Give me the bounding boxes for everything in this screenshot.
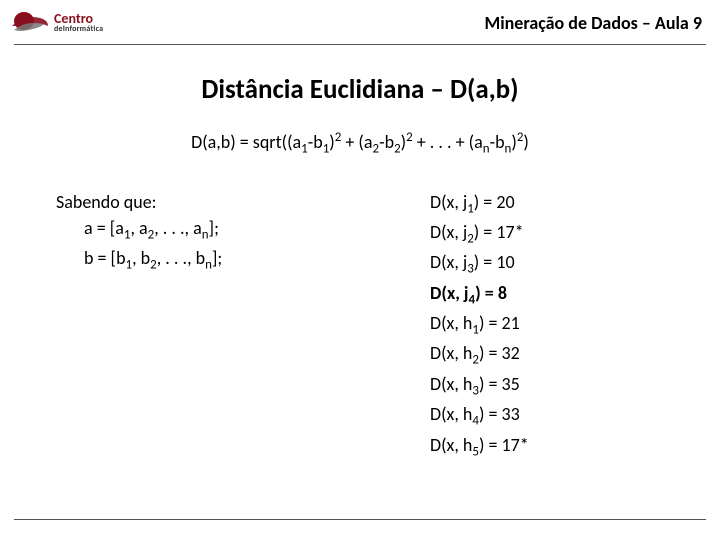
- distance-sub: 2: [467, 232, 474, 247]
- distance-pre: D(x, j: [430, 251, 467, 273]
- distance-sub: 3: [467, 262, 474, 277]
- formula-sub: n: [483, 142, 490, 157]
- distance-post: ) = 8: [475, 282, 507, 304]
- seg: , . . ., a: [154, 217, 202, 239]
- distance-post: ) = 17*: [474, 221, 524, 243]
- seg: , . . ., b: [157, 247, 205, 269]
- distance-row: D(x, h5) = 17*: [430, 432, 660, 462]
- formula-seg: + . . . + (a: [413, 131, 483, 153]
- distance-pre: D(x, j: [430, 221, 467, 243]
- seg: , b: [132, 247, 150, 269]
- distance-row: D(x, j4) = 8: [430, 280, 660, 310]
- distance-post: ) = 35: [479, 373, 520, 395]
- distances-list: D(x, j1) = 20D(x, j2) = 17*D(x, j3) = 10…: [430, 189, 660, 462]
- vector-b-def: b = [b1, b2, . . ., bn];: [56, 245, 390, 275]
- course-title: Mineração de Dados – Aula 9: [484, 12, 702, 34]
- logo: Centro deInformática: [10, 8, 103, 38]
- logo-name-mid: deInformática: [54, 26, 103, 33]
- bottom-divider: [14, 519, 706, 520]
- seg: a = [a: [84, 217, 124, 239]
- seg: ];: [212, 247, 222, 269]
- formula-sub: 1: [301, 142, 308, 157]
- distance-post: ) = 21: [479, 312, 520, 334]
- distance-pre: D(x, h: [430, 373, 472, 395]
- definitions-heading: Sabendo que:: [56, 189, 390, 215]
- seg: b = [b: [84, 247, 126, 269]
- distance-pre: D(x, h: [430, 403, 472, 425]
- distance-post: ) = 20: [474, 191, 515, 213]
- sub: n: [205, 258, 212, 273]
- distance-row: D(x, h1) = 21: [430, 310, 660, 340]
- seg: , a: [130, 217, 147, 239]
- globe-swoosh-icon: [10, 8, 50, 38]
- distance-sub: 2: [472, 353, 479, 368]
- euclidean-formula: D(a,b) = sqrt((a1-b1)2 + (a2-b2)2 + . . …: [0, 130, 720, 157]
- distance-sub: 1: [472, 323, 479, 338]
- distance-row: D(x, h2) = 32: [430, 340, 660, 370]
- slide-title: Distância Euclidiana – D(a,b): [0, 73, 720, 106]
- distance-row: D(x, h4) = 33: [430, 401, 660, 431]
- distance-row: D(x, j1) = 20: [430, 189, 660, 219]
- top-divider: [14, 44, 706, 45]
- distance-pre: D(x, h: [430, 434, 472, 456]
- distance-pre: D(x, h: [430, 342, 472, 364]
- formula-seg: D(a,b) = sqrt((a: [191, 131, 301, 153]
- slide-header: Centro deInformática Mineração de Dados …: [0, 0, 720, 44]
- distance-sub: 5: [472, 444, 479, 459]
- formula-sub: 2: [394, 142, 401, 157]
- formula-text: D(a,b) = sqrt((a1-b1)2 + (a2-b2)2 + . . …: [191, 131, 529, 153]
- distance-pre: D(x, h: [430, 312, 472, 334]
- distance-sub: 1: [467, 201, 474, 216]
- sub: 2: [150, 258, 157, 273]
- distance-sub: 3: [472, 383, 479, 398]
- content-columns: Sabendo que: a = [a1, a2, . . ., an]; b …: [0, 189, 720, 462]
- distance-post: ) = 32: [479, 342, 520, 364]
- distance-post: ) = 33: [479, 403, 520, 425]
- distance-post: ) = 10: [474, 251, 515, 273]
- seg: ];: [209, 217, 219, 239]
- formula-seg: -b: [379, 131, 394, 153]
- distance-pre: D(x, j: [430, 282, 469, 304]
- distance-row: D(x, h3) = 35: [430, 371, 660, 401]
- vector-a-def: a = [a1, a2, . . ., an];: [56, 215, 390, 245]
- formula-seg: + (a: [341, 131, 372, 153]
- formula-sup: 2: [406, 130, 413, 145]
- formula-seg: ): [523, 131, 528, 153]
- distance-post: ) = 17*: [479, 434, 529, 456]
- logo-text: Centro deInformática: [54, 13, 103, 33]
- distance-sub: 4: [472, 414, 479, 429]
- formula-seg: -b: [490, 131, 505, 153]
- sub: n: [202, 227, 209, 242]
- distance-row: D(x, j2) = 17*: [430, 219, 660, 249]
- distance-row: D(x, j3) = 10: [430, 249, 660, 279]
- definitions-block: Sabendo que: a = [a1, a2, . . ., an]; b …: [56, 189, 390, 462]
- formula-seg: -b: [308, 131, 323, 153]
- distance-pre: D(x, j: [430, 191, 467, 213]
